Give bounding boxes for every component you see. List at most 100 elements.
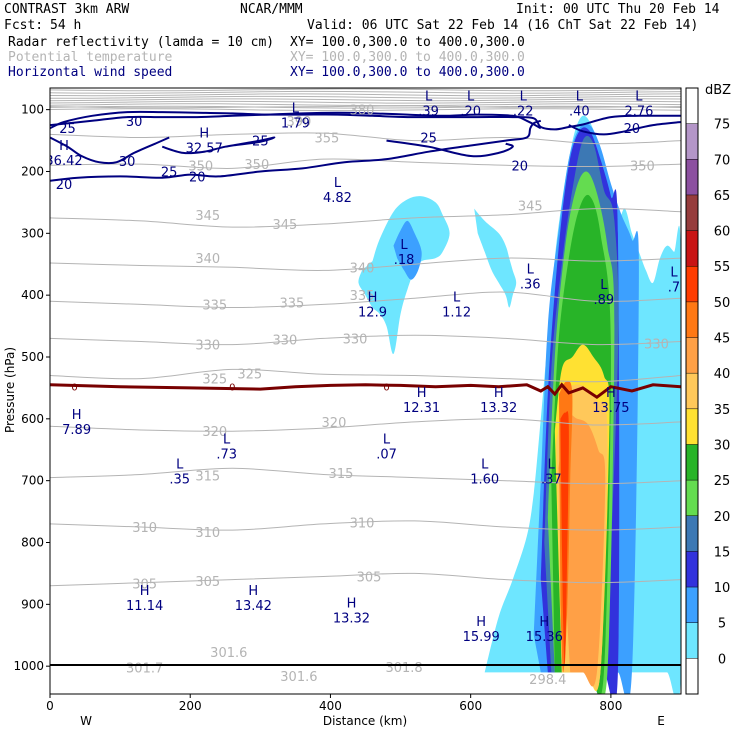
y-tick-label-200: 200 bbox=[21, 164, 44, 178]
hl-marker-value-27: 15.99 bbox=[463, 630, 500, 645]
hl-marker-value-3: .39 bbox=[418, 104, 439, 119]
wind-contour-30-3 bbox=[161, 136, 276, 155]
field-xy-theta: XY= 100.0,300.0 to 400.0,300.0 bbox=[290, 50, 525, 65]
theta-label-27: 305 bbox=[132, 577, 157, 592]
hl-marker-value-9: .18 bbox=[394, 253, 415, 268]
hl-marker-letter-8: L bbox=[334, 176, 342, 191]
theta-label-31: 301.6 bbox=[210, 646, 247, 661]
reflectivity-region-10dbz-3 bbox=[393, 220, 422, 280]
colorbar-label-40: 40 bbox=[714, 367, 731, 382]
model-title: CONTRAST 3km ARW bbox=[4, 2, 129, 17]
colorbar-swatch-3 bbox=[686, 194, 698, 231]
colorbar-swatch-4 bbox=[686, 230, 698, 267]
hl-marker-value-12: .7 bbox=[668, 281, 680, 296]
colorbar-swatch-11 bbox=[686, 480, 698, 516]
hl-marker-letter-9: L bbox=[400, 238, 408, 253]
y-tick-label-1000: 1000 bbox=[13, 659, 44, 673]
wind-contour-label-1: 30 bbox=[126, 115, 143, 130]
colorbar-label-10: 10 bbox=[714, 581, 731, 596]
header: CONTRAST 3km ARW NCAR/MMM Init: 00 UTC T… bbox=[4, 2, 720, 80]
theta-label-28: 305 bbox=[195, 575, 220, 590]
wind-contour-label-3: 30 bbox=[119, 155, 136, 170]
hl-marker-value-19: .73 bbox=[216, 448, 237, 463]
hl-marker-value-5: .22 bbox=[513, 104, 534, 119]
hl-marker-value-28: 15.36 bbox=[526, 630, 563, 645]
hl-marker-letter-4: L bbox=[467, 89, 475, 104]
theta-label-34: 298.4 bbox=[529, 673, 566, 688]
field-name-reflectivity: Radar reflectivity (lamda = 10 cm) bbox=[8, 35, 274, 50]
forecast-label: Fcst: bbox=[4, 18, 43, 33]
theta-contour-upper-5 bbox=[50, 100, 681, 104]
field-name-wind: Horizontal wind speed bbox=[8, 65, 172, 80]
hl-marker-value-14: 1.12 bbox=[442, 305, 471, 320]
hl-marker-layer: H36.42H32.57L1.79L.39L.20L.22L.40L2.76L4… bbox=[50, 89, 680, 645]
hl-marker-letter-19: L bbox=[223, 433, 231, 448]
theta-label-20: 320 bbox=[202, 425, 227, 440]
x-tick-label-0: 0 bbox=[46, 699, 54, 713]
hl-marker-letter-3: L bbox=[425, 89, 433, 104]
theta-label-21: 320 bbox=[322, 416, 347, 431]
theta-label-4: 350 bbox=[244, 158, 269, 173]
theta-label-2: 355 bbox=[315, 131, 340, 146]
y-tick-label-900: 900 bbox=[21, 597, 44, 611]
hl-marker-value-26: 13.32 bbox=[333, 611, 370, 626]
x-tick-label-400: 400 bbox=[319, 699, 342, 713]
theta-label-33: 301.8 bbox=[385, 661, 422, 676]
colorbar-label-55: 55 bbox=[714, 260, 731, 275]
colorbar-label-20: 20 bbox=[714, 510, 731, 525]
hl-marker-letter-27: H bbox=[476, 615, 486, 630]
theta-contour-315 bbox=[50, 467, 681, 485]
colorbar-label-65: 65 bbox=[714, 189, 731, 204]
hl-marker-value-23: .37 bbox=[541, 472, 562, 487]
colorbar-label-15: 15 bbox=[714, 545, 731, 560]
hl-marker-value-10: .36 bbox=[520, 278, 541, 293]
colorbar-swatch-9 bbox=[686, 408, 698, 445]
plot-frame bbox=[49, 87, 682, 695]
hl-marker-value-1: 32.57 bbox=[186, 141, 223, 156]
theta-contour-310 bbox=[50, 520, 681, 531]
theta-label-26: 310 bbox=[350, 517, 375, 532]
theta-contour-upper-6 bbox=[50, 103, 681, 107]
hl-marker-value-8: 4.82 bbox=[323, 191, 352, 206]
theta-label-7: 345 bbox=[272, 218, 297, 233]
colorbar-swatch-15 bbox=[686, 622, 698, 659]
theta-contour-upper-4 bbox=[50, 98, 681, 102]
y-tick-label-400: 400 bbox=[21, 288, 44, 302]
theta-contour-380 bbox=[50, 105, 681, 109]
wind-contour-20-5 bbox=[50, 119, 542, 182]
wind-contour-layer: 25 30 25 30 25 20 20 25 20 20 bbox=[50, 110, 681, 193]
colorbar-label-5: 5 bbox=[718, 617, 726, 632]
hl-marker-value-2: 1.79 bbox=[281, 117, 310, 132]
hl-marker-value-13: 12.9 bbox=[358, 305, 387, 320]
theta-label-23: 315 bbox=[329, 467, 354, 482]
wind-contour-label-6: 20 bbox=[189, 170, 206, 185]
x-axis-title: Distance (km) bbox=[323, 714, 407, 728]
theta-contour-335 bbox=[50, 291, 681, 309]
colorbar-label-60: 60 bbox=[714, 225, 731, 240]
theta-contour-upper-0 bbox=[50, 88, 681, 92]
theta-contour-330 bbox=[50, 334, 681, 346]
hl-marker-letter-26: H bbox=[347, 596, 357, 611]
center-title: NCAR/MMM bbox=[240, 2, 303, 17]
x-tick-label-600: 600 bbox=[459, 699, 482, 713]
freezing-level-label-2: 0 bbox=[383, 383, 389, 394]
valid-time: Valid: 06 UTC Sat 22 Feb 14 (16 ChT Sat … bbox=[307, 18, 698, 33]
colorbar-swatch-13 bbox=[686, 551, 698, 588]
theta-contour-345 bbox=[50, 208, 681, 228]
theta-contour-355 bbox=[50, 132, 681, 145]
theta-label-24: 310 bbox=[132, 521, 157, 536]
colorbar-label-30: 30 bbox=[714, 438, 731, 453]
hl-marker-letter-22: L bbox=[481, 457, 489, 472]
hl-marker-letter-0: H bbox=[59, 139, 69, 154]
reflectivity-region-55dbz-13 bbox=[560, 411, 569, 667]
hl-marker-value-6: .40 bbox=[569, 104, 590, 119]
theta-contour-320 bbox=[50, 418, 681, 432]
hl-marker-letter-24: H bbox=[140, 584, 150, 599]
theta-label-1: 380 bbox=[350, 104, 375, 119]
hl-marker-value-18: 7.89 bbox=[62, 423, 91, 438]
y-tick-label-100: 100 bbox=[21, 103, 44, 117]
theta-contour-layer bbox=[50, 88, 681, 587]
colorbar-label-70: 70 bbox=[714, 153, 731, 168]
